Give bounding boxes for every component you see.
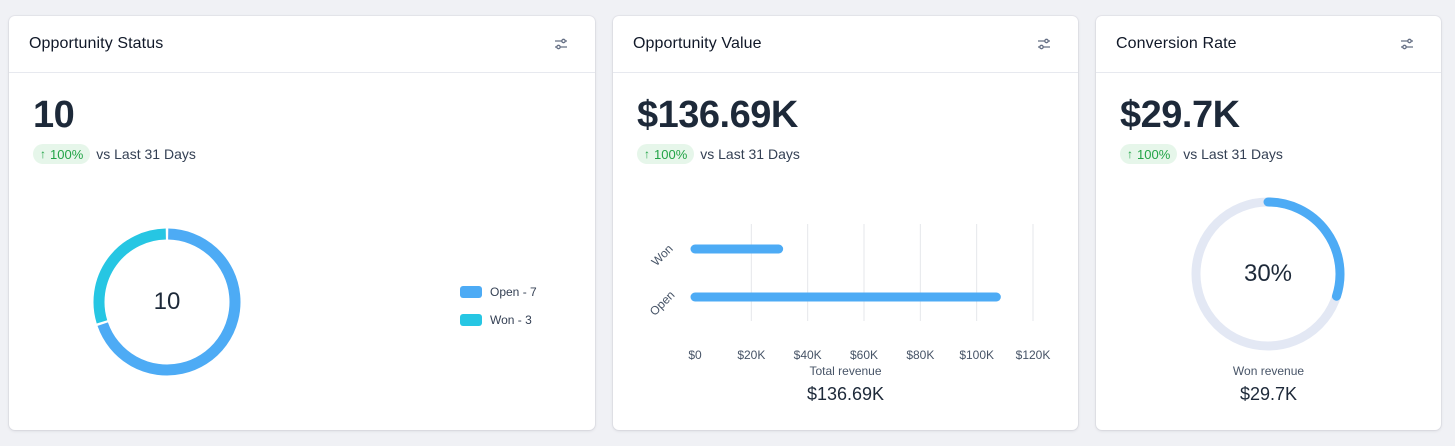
x-tick-label: $20K <box>737 348 765 362</box>
arrow-up-icon: ↑ <box>1127 147 1133 161</box>
won-revenue-value: $29.7K <box>1239 384 1298 404</box>
arrow-up-icon: ↑ <box>644 147 650 161</box>
card-title: Opportunity Value <box>633 35 762 52</box>
trend-row: ↑ 100% vs Last 31 Days <box>1120 144 1283 164</box>
trend-percent: 100% <box>50 146 84 162</box>
legend-swatch-open <box>460 286 482 298</box>
donut-slice-open[interactable] <box>97 228 241 376</box>
card-title: Conversion Rate <box>1116 35 1237 52</box>
card-header: Opportunity Status <box>9 16 595 73</box>
trend-row: ↑ 100% vs Last 31 Days <box>637 144 800 164</box>
value-bar-chart: $0 $20K $40K $60K $80K $100K $120K Won Open <box>647 224 1051 362</box>
legend-item-open[interactable]: Open - 7 <box>460 278 537 306</box>
legend-label-won: Won - 3 <box>490 313 532 327</box>
trend-comparison: vs Last 31 Days <box>700 146 800 162</box>
won-revenue-label: Won revenue <box>1232 364 1305 378</box>
card-header: Opportunity Value <box>613 16 1078 73</box>
trend-comparison: vs Last 31 Days <box>1183 146 1283 162</box>
x-tick-label: $60K <box>850 348 878 362</box>
donut-slice-won[interactable] <box>93 228 167 324</box>
trend-percent: 100% <box>1137 146 1171 162</box>
legend-swatch-won <box>460 314 482 326</box>
opportunity-count: 10 <box>33 94 75 136</box>
sliders-icon[interactable] <box>1030 30 1058 58</box>
opportunity-status-card: Opportunity Status 10 ↑ 100% vs Last 31 … <box>9 16 595 430</box>
x-tick-label: $0 <box>688 348 702 362</box>
card-header: Conversion Rate <box>1096 16 1441 73</box>
gauge-percent: 30% <box>1243 260 1293 287</box>
trend-comparison: vs Last 31 Days <box>96 146 196 162</box>
opportunity-value-card: Opportunity Value $136.69K ↑ 100% vs Las… <box>613 16 1078 430</box>
sliders-icon[interactable] <box>547 30 575 58</box>
status-donut-chart: 10 <box>91 226 243 378</box>
conversion-value: $29.7K <box>1120 94 1240 136</box>
conversion-rate-card: Conversion Rate $29.7K ↑ 100% vs Last 31… <box>1096 16 1441 430</box>
legend-item-won[interactable]: Won - 3 <box>460 306 537 334</box>
conversion-gauge: 30% <box>1190 196 1346 352</box>
trend-badge: ↑ 100% <box>1120 144 1178 164</box>
donut-legend: Open - 7 Won - 3 <box>460 278 537 334</box>
total-revenue-label: Total revenue <box>809 364 882 378</box>
donut-center-value: 10 <box>153 288 181 315</box>
arrow-up-icon: ↑ <box>40 147 46 161</box>
trend-row: ↑ 100% vs Last 31 Days <box>33 144 196 164</box>
trend-badge: ↑ 100% <box>637 144 695 164</box>
x-tick-label: $100K <box>959 348 994 362</box>
y-category-label: Won <box>649 242 676 269</box>
x-tick-label: $80K <box>906 348 934 362</box>
total-revenue-value: $136.69K <box>806 384 885 404</box>
x-tick-label: $40K <box>794 348 822 362</box>
trend-percent: 100% <box>654 146 688 162</box>
legend-label-open: Open - 7 <box>490 285 537 299</box>
sliders-icon[interactable] <box>1393 30 1421 58</box>
card-title: Opportunity Status <box>29 35 164 52</box>
trend-badge: ↑ 100% <box>33 144 91 164</box>
opportunity-value: $136.69K <box>637 94 798 136</box>
x-tick-label: $120K <box>1016 348 1051 362</box>
y-category-label: Open <box>647 288 678 319</box>
gauge-fill <box>1263 197 1345 301</box>
